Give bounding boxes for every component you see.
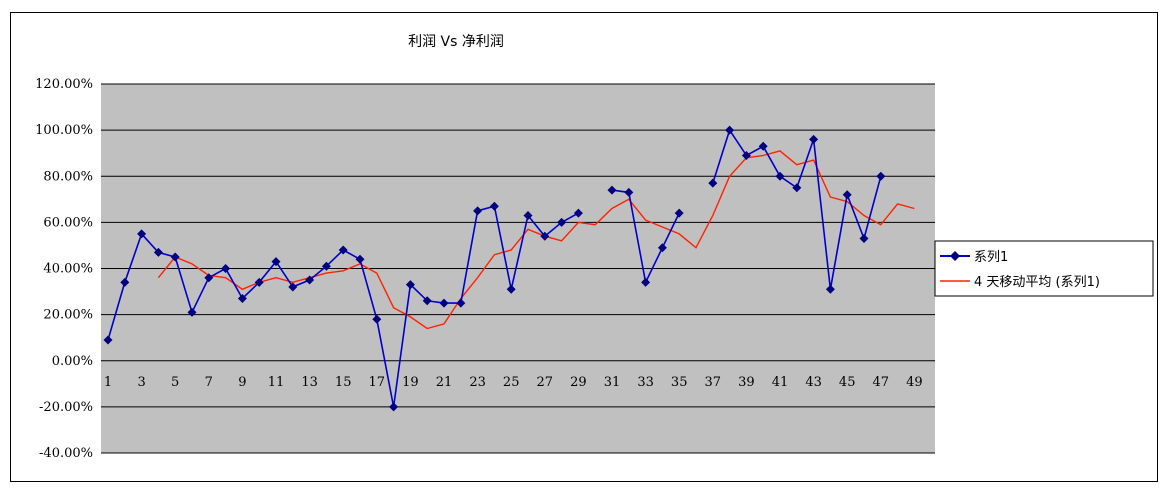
data-point (422, 296, 432, 306)
y-tick-label: 120.00% (35, 77, 93, 92)
data-point (405, 280, 415, 290)
x-tick-label: 15 (335, 375, 352, 390)
y-tick-label: 0.00% (52, 354, 93, 369)
x-tick-label: 9 (238, 375, 246, 390)
y-tick-label: 100.00% (35, 123, 93, 138)
x-tick-label: 19 (402, 375, 419, 390)
x-tick-label: 33 (637, 375, 654, 390)
y-axis-tick-labels: -40.00% -20.00% 0.00% 20.00% 40.00% 60.00% 80.… (35, 77, 93, 461)
series-line-2 (157, 150, 915, 330)
x-tick-label: 41 (772, 375, 789, 390)
y-tick-label: -40.00% (39, 446, 93, 461)
data-point (825, 284, 835, 294)
x-tick-label: 43 (805, 375, 822, 390)
x-tick-label: 11 (268, 375, 285, 390)
data-point (859, 234, 869, 244)
y-tick-label: -20.00% (39, 400, 93, 415)
data-point (153, 247, 163, 257)
x-tick-label: 3 (137, 375, 145, 390)
data-point (657, 243, 667, 253)
y-tick-label: 80.00% (43, 169, 93, 184)
x-tick-label: 39 (738, 375, 755, 390)
x-tick-label: 35 (671, 375, 688, 390)
data-point (456, 298, 466, 308)
x-tick-label: 5 (171, 375, 179, 390)
data-point (271, 257, 281, 267)
data-point (288, 282, 298, 292)
y-tick-label: 40.00% (43, 262, 93, 277)
x-tick-label: 31 (604, 375, 621, 390)
data-point (305, 275, 315, 285)
x-tick-label: 23 (469, 375, 486, 390)
data-point (204, 273, 214, 283)
data-point (725, 125, 735, 135)
legend-label-series-2: 4 天移动平均 (系列1) (974, 275, 1100, 290)
x-tick-label: 13 (301, 375, 318, 390)
x-tick-label: 7 (205, 375, 213, 390)
data-point (792, 183, 802, 193)
chart-title: 利润 Vs 净利润 (408, 34, 504, 50)
y-tick-label: 60.00% (43, 215, 93, 230)
x-tick-label: 27 (537, 375, 554, 390)
x-tick-label: 47 (873, 375, 890, 390)
data-point (372, 314, 382, 324)
data-point (137, 229, 147, 239)
y-tick-label: 20.00% (43, 308, 93, 323)
x-axis-tick-labels: 1 3 5 7 9 11 13 15 17 19 21 23 25 27 29 31 33 35 37 39 41 43 4… (104, 375, 923, 390)
data-point (607, 185, 617, 195)
series-2 (157, 150, 915, 330)
gridlines (101, 83, 935, 454)
data-point (103, 335, 113, 345)
x-tick-label: 21 (436, 375, 453, 390)
x-tick-label: 1 (104, 375, 112, 390)
x-tick-label: 49 (906, 375, 923, 390)
data-point (473, 206, 483, 216)
x-tick-label: 29 (570, 375, 587, 390)
data-point (237, 293, 247, 303)
x-tick-label: 45 (839, 375, 856, 390)
data-point (641, 277, 651, 287)
legend-box (934, 240, 1154, 297)
data-point (338, 245, 348, 255)
data-point (170, 252, 180, 262)
data-point (876, 171, 886, 181)
data-point (221, 264, 231, 273)
data-point (523, 210, 533, 220)
data-point (540, 231, 550, 241)
legend-label-series-1: 系列1 (974, 250, 1008, 265)
chart-frame: 利润 Vs 净利润 -40.00% -20.00% 0.00% 20.00% 40.00… (10, 12, 1158, 482)
x-tick-label: 17 (369, 375, 386, 390)
x-tick-label: 37 (705, 375, 722, 390)
data-point (489, 201, 499, 211)
legend: 系列1 4 天移动平均 (系列1) (934, 240, 1154, 297)
data-point (758, 141, 768, 151)
data-point (120, 277, 130, 287)
data-point (187, 307, 197, 317)
x-tick-label: 25 (503, 375, 520, 390)
data-point (254, 277, 264, 287)
data-point (506, 284, 516, 294)
data-point (321, 261, 331, 271)
line-chart: 利润 Vs 净利润 -40.00% -20.00% 0.00% 20.00% 40.00… (35, 34, 1154, 461)
data-point (557, 217, 567, 227)
legend-marker-series-1 (950, 251, 960, 261)
data-point (809, 134, 819, 144)
data-point (674, 208, 684, 218)
series-1 (103, 125, 886, 412)
data-point (842, 190, 852, 200)
data-point (389, 402, 399, 412)
data-point (775, 171, 785, 181)
data-point (573, 208, 583, 218)
data-point (708, 178, 718, 188)
series-layer (103, 125, 915, 412)
data-point (355, 254, 365, 264)
data-point (624, 187, 634, 197)
data-point (439, 298, 449, 308)
data-point (741, 150, 751, 160)
